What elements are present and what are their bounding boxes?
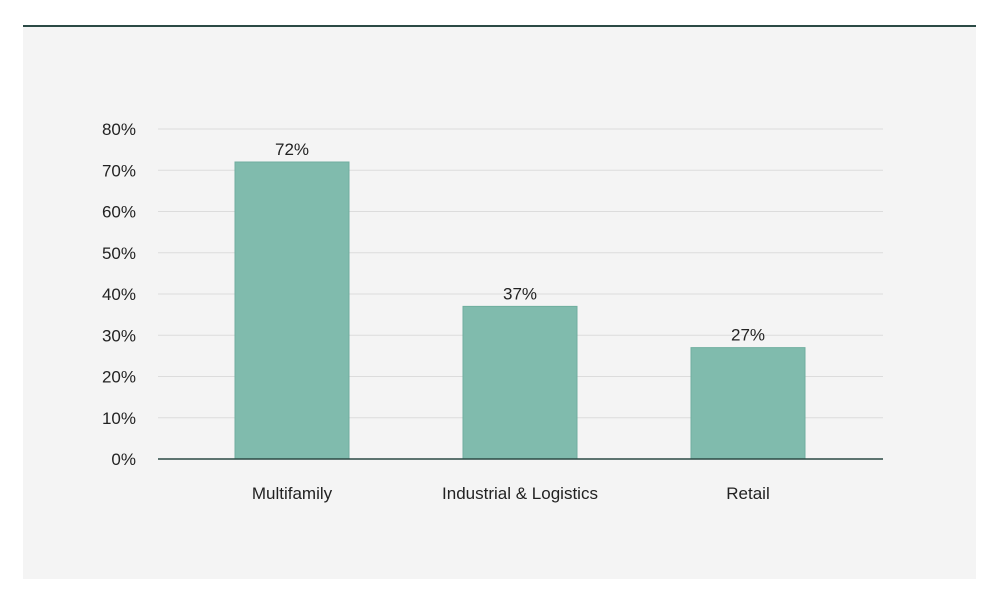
y-tick-label: 80% [102,120,136,139]
bars [234,161,806,460]
y-tick-label: 40% [102,285,136,304]
bar-industrial-logistics [462,305,578,460]
x-category-label: Multifamily [252,484,333,503]
data-label: 27% [731,326,765,345]
data-labels: 72% 37% 27% [275,140,765,345]
y-tick-label: 30% [102,326,136,345]
data-label: 72% [275,140,309,159]
y-tick-label: 10% [102,409,136,428]
y-tick-label: 60% [102,203,136,222]
bar-multifamily [234,161,350,460]
data-label: 37% [503,284,537,303]
y-tick-label: 70% [102,161,136,180]
x-category-label: Industrial & Logistics [442,484,598,503]
bar-retail [690,347,806,460]
y-axis-ticks: 0% 10% 20% 30% 40% 50% 60% 70% 80% [102,120,136,469]
chart-panel [23,25,976,579]
x-category-label: Retail [726,484,769,503]
y-tick-label: 20% [102,368,136,387]
x-axis-categories: Multifamily Industrial & Logistics Retail [252,484,770,503]
y-tick-label: 50% [102,244,136,263]
y-tick-label: 0% [111,450,136,469]
